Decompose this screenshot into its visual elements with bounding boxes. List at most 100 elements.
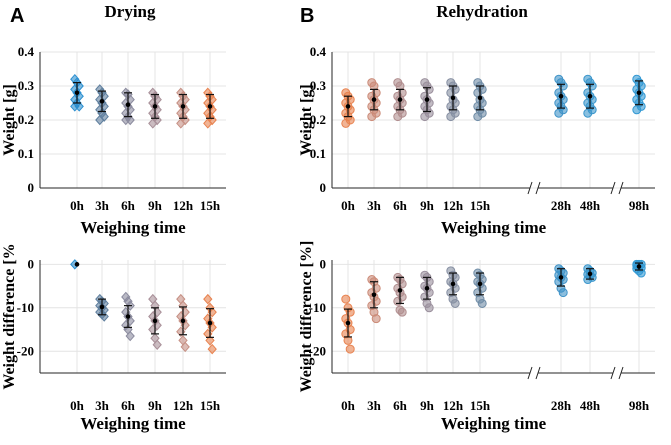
y-tick-label: 0 — [320, 256, 327, 271]
x-tick-label: 3h — [95, 398, 110, 413]
x-tick-label: 28h — [551, 398, 572, 413]
series-3h — [95, 293, 109, 322]
x-tick-label: 0h — [341, 198, 356, 213]
x-tick-label: 15h — [200, 398, 221, 413]
y-tick-label: 0 — [28, 256, 35, 271]
series-12h — [446, 266, 460, 308]
mean-marker — [477, 281, 483, 287]
x-tick-label: 98h — [629, 398, 650, 413]
mean-marker — [74, 90, 80, 96]
series-9h — [420, 78, 434, 122]
data-point — [341, 294, 351, 304]
series-48h — [583, 264, 597, 285]
chart-A-weight: 0 0.1 0.2 0.3 0.4 0h 3h 6h 9h 12h 15h Drying Weighin… — [1, 2, 226, 237]
data-point — [203, 118, 213, 129]
data-point — [636, 268, 646, 278]
y-tick-label: -20 — [309, 343, 326, 358]
mean-marker — [74, 262, 80, 267]
series-3h — [95, 84, 109, 126]
mean-marker — [207, 104, 213, 109]
y-axis-label: Weight [g] — [298, 84, 315, 156]
panel-title: Drying — [105, 2, 157, 21]
series-12h — [176, 293, 190, 353]
plots: 0 0.1 0.2 0.3 0.4 0h 3h 6h 9h 12h 15h Drying Weighin… — [1, 2, 655, 433]
y-tick-label: 0 — [320, 180, 327, 195]
mean-marker — [345, 104, 351, 109]
data-point — [397, 307, 407, 317]
data-point — [345, 344, 355, 354]
panel-letter-b: B — [300, 5, 314, 27]
series-6h — [121, 87, 135, 126]
y-axis-label: Weight difference [%] — [298, 241, 315, 393]
data-point — [446, 112, 456, 122]
panel-title: Rehydration — [436, 2, 528, 21]
data-point — [180, 341, 190, 353]
mean-marker — [371, 292, 377, 298]
x-tick-label: 9h — [420, 198, 435, 213]
series-3h — [367, 78, 381, 122]
x-tick-label: 12h — [443, 398, 464, 413]
mean-marker — [558, 93, 564, 99]
data-point — [477, 298, 487, 308]
series-6h — [393, 78, 407, 122]
x-tick-label: 15h — [200, 198, 221, 213]
series-12h — [176, 87, 190, 129]
data-point — [473, 112, 483, 122]
y-tick-label: 0.4 — [310, 44, 327, 59]
x-axis-label: Weighing time — [441, 414, 547, 433]
mean-marker — [152, 104, 158, 109]
series-3h — [367, 275, 381, 324]
x-tick-label: 0h — [341, 398, 356, 413]
mean-marker — [587, 93, 593, 99]
x-tick-label: 9h — [148, 198, 163, 213]
data-point — [343, 335, 353, 345]
x-tick-label: 9h — [420, 398, 435, 413]
series-15h — [473, 78, 487, 122]
y-tick-label: 0.3 — [18, 78, 35, 93]
x-tick-label: 6h — [121, 398, 136, 413]
chart-B-weight: 0 0.1 0.2 0.3 0.4 0h 3h 6h 9h 12h 15h 28h 48h 98h Rehy… — [298, 2, 655, 237]
mean-marker — [152, 318, 158, 324]
x-tick-label: 6h — [121, 198, 136, 213]
mean-marker — [636, 264, 642, 269]
series-6h — [393, 272, 407, 317]
y-tick-label: 0.2 — [18, 112, 34, 127]
data-point — [125, 330, 135, 342]
series-15h — [203, 87, 217, 129]
data-point — [367, 112, 377, 122]
data-point — [632, 105, 642, 115]
mean-marker — [397, 97, 403, 102]
x-tick-label: 28h — [551, 198, 572, 213]
series-98h — [632, 74, 646, 115]
y-tick-label: -10 — [17, 300, 34, 315]
data-point — [424, 303, 434, 313]
y-tick-label: 0 — [28, 180, 35, 195]
mean-marker — [99, 304, 105, 310]
mean-marker — [450, 281, 456, 287]
data-point — [205, 335, 215, 346]
series-48h — [583, 74, 597, 118]
mean-marker — [180, 104, 186, 109]
x-axis-label: Weighing time — [80, 218, 186, 237]
series-0h — [70, 73, 84, 112]
series-0h — [70, 259, 80, 270]
x-tick-label: 3h — [367, 198, 382, 213]
series-6h — [121, 291, 135, 342]
data-point — [393, 112, 403, 122]
series-28h — [554, 264, 568, 298]
series-0h — [341, 294, 355, 354]
x-tick-label: 6h — [393, 198, 408, 213]
x-tick-label: 15h — [470, 198, 491, 213]
y-tick-label: 0.1 — [310, 146, 326, 161]
mean-marker — [345, 320, 351, 326]
chart-A-diff: 0 -10 -20 0h 3h 6h 9h 12h 15h Weighing time Weight… — [1, 243, 226, 433]
x-tick-label: 12h — [443, 198, 464, 213]
x-tick-label: 3h — [95, 198, 110, 213]
x-tick-label: 0h — [70, 198, 85, 213]
mean-marker — [477, 95, 483, 101]
mean-marker — [125, 102, 131, 107]
data-point — [554, 108, 564, 118]
mean-marker — [397, 288, 403, 293]
series-9h — [420, 270, 434, 313]
